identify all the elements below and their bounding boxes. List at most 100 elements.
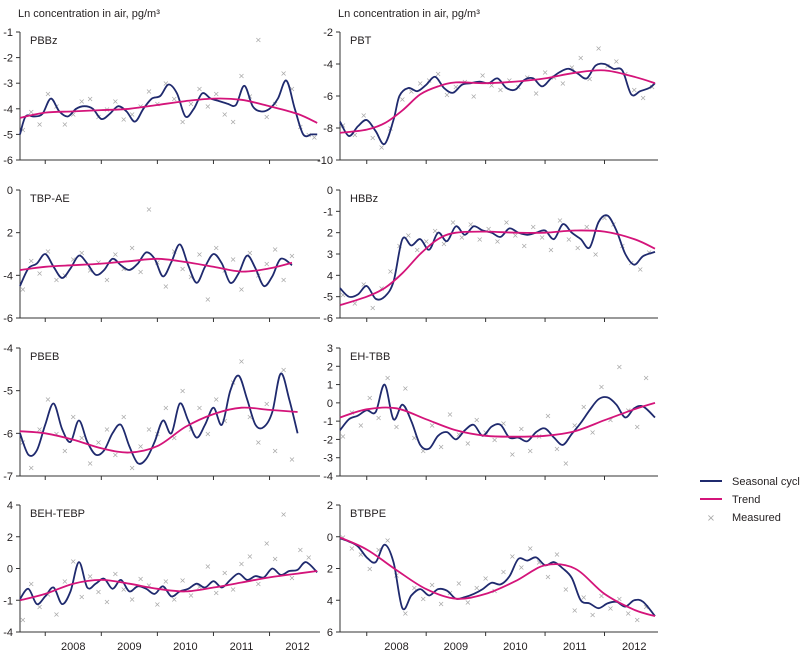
seasonal-cycle-line xyxy=(19,79,318,138)
measured-point: × xyxy=(545,412,552,421)
measured-point: × xyxy=(616,595,623,604)
x-tick-label: 2008 xyxy=(61,641,85,653)
measured-point: × xyxy=(408,87,415,96)
measured-point: × xyxy=(146,87,153,96)
measured-point: × xyxy=(87,266,94,275)
seasonal-cycle-line xyxy=(19,561,318,606)
y-tick-label: -4 xyxy=(3,270,13,282)
measured-point: × xyxy=(548,246,555,255)
measured-point: × xyxy=(196,250,203,259)
measured-point: × xyxy=(500,568,507,577)
measured-point: × xyxy=(518,424,525,433)
measured-point: × xyxy=(95,438,102,447)
measured-point: × xyxy=(435,70,442,79)
measured-point: × xyxy=(583,222,590,231)
measured-point: × xyxy=(563,585,570,594)
panel-hbbz: 0-1234-5-6HBBz××××××××××××××××××××××××××… xyxy=(323,185,658,325)
measured-point: × xyxy=(221,110,228,119)
measured-point: × xyxy=(476,235,483,244)
measured-point: × xyxy=(263,539,270,548)
measured-point: × xyxy=(539,233,546,242)
measured-point: × xyxy=(631,86,638,95)
x-tick-label: 2008 xyxy=(384,641,408,653)
measured-point: × xyxy=(146,581,153,590)
measured-point: × xyxy=(87,95,94,104)
measured-point: × xyxy=(289,252,296,261)
panel-title: PBT xyxy=(350,35,372,47)
measured-point: × xyxy=(95,587,102,596)
trend-line xyxy=(19,257,293,273)
measured-point: × xyxy=(120,264,127,273)
measured-point: × xyxy=(554,445,561,454)
measured-point: × xyxy=(384,373,391,382)
legend-measured-marker: × xyxy=(707,513,715,524)
measured-point: × xyxy=(378,143,385,152)
measured-point: × xyxy=(36,269,43,278)
seasonal-cycle-line xyxy=(339,214,656,301)
measured-point: × xyxy=(255,580,262,589)
measured-point: × xyxy=(78,592,85,601)
y-tick-label: -6 xyxy=(3,313,13,325)
measured-point: × xyxy=(95,258,102,267)
measured-point: × xyxy=(589,611,596,620)
measured-point: × xyxy=(536,558,543,567)
measured-point: × xyxy=(423,237,430,246)
measured-point: × xyxy=(137,575,144,584)
measured-point: × xyxy=(637,265,644,274)
measured-point: × xyxy=(467,220,474,229)
measured-point: × xyxy=(45,395,52,404)
y-tick-label: -1 xyxy=(323,416,333,428)
measured-point: × xyxy=(340,121,347,130)
measured-point: × xyxy=(280,365,287,374)
measured-point: × xyxy=(598,591,605,600)
y-tick-label: 4 xyxy=(327,595,333,607)
y-tick-label: -3 xyxy=(3,78,13,90)
measured-point: × xyxy=(154,600,161,609)
measured-point: × xyxy=(464,439,471,448)
measured-point: × xyxy=(263,260,270,269)
y-tick-label: 2 xyxy=(327,500,333,512)
measured-point: × xyxy=(230,255,237,264)
y-tick-label: 2 xyxy=(7,532,13,544)
measured-point: × xyxy=(238,72,245,81)
measured-point: × xyxy=(607,415,614,424)
measured-point: × xyxy=(405,231,412,240)
measured-point: × xyxy=(45,247,52,256)
y-tick-label: -3 xyxy=(323,453,333,465)
legend-measured-label: Measured xyxy=(732,512,781,524)
measured-point: × xyxy=(255,36,262,45)
measured-point: × xyxy=(613,57,620,66)
measured-point: × xyxy=(598,382,605,391)
measured-point: × xyxy=(112,570,119,579)
measured-point: × xyxy=(360,111,367,120)
measured-point: × xyxy=(112,97,119,106)
trend-line xyxy=(19,97,318,124)
measured-point: × xyxy=(247,412,254,421)
measured-point: × xyxy=(616,362,623,371)
measured-point: × xyxy=(580,593,587,602)
measured-point: × xyxy=(45,590,52,599)
measured-point: × xyxy=(112,451,119,460)
legend: Seasonal cycle Trend × Measured xyxy=(700,476,800,524)
measured-point: × xyxy=(179,387,186,396)
measured-point: × xyxy=(204,429,211,438)
y-tick-label: -10 xyxy=(317,155,333,167)
y-tick-label: -5 xyxy=(3,129,13,141)
y-tick-label: 2 xyxy=(327,228,333,240)
measured-point: × xyxy=(580,403,587,412)
trend-line xyxy=(19,570,318,602)
measured-point: × xyxy=(70,557,77,566)
measured-point: × xyxy=(420,446,427,455)
measured-point: × xyxy=(36,120,43,129)
measured-point: × xyxy=(595,44,602,53)
trend-line xyxy=(339,69,656,134)
measured-point: × xyxy=(188,591,195,600)
measured-point: × xyxy=(565,235,572,244)
measured-point: × xyxy=(146,205,153,214)
measured-point: × xyxy=(357,550,364,559)
measured-point: × xyxy=(340,432,347,441)
measured-point: × xyxy=(171,595,178,604)
y-tick-label: 0 xyxy=(7,564,13,576)
trend-line xyxy=(339,229,656,307)
